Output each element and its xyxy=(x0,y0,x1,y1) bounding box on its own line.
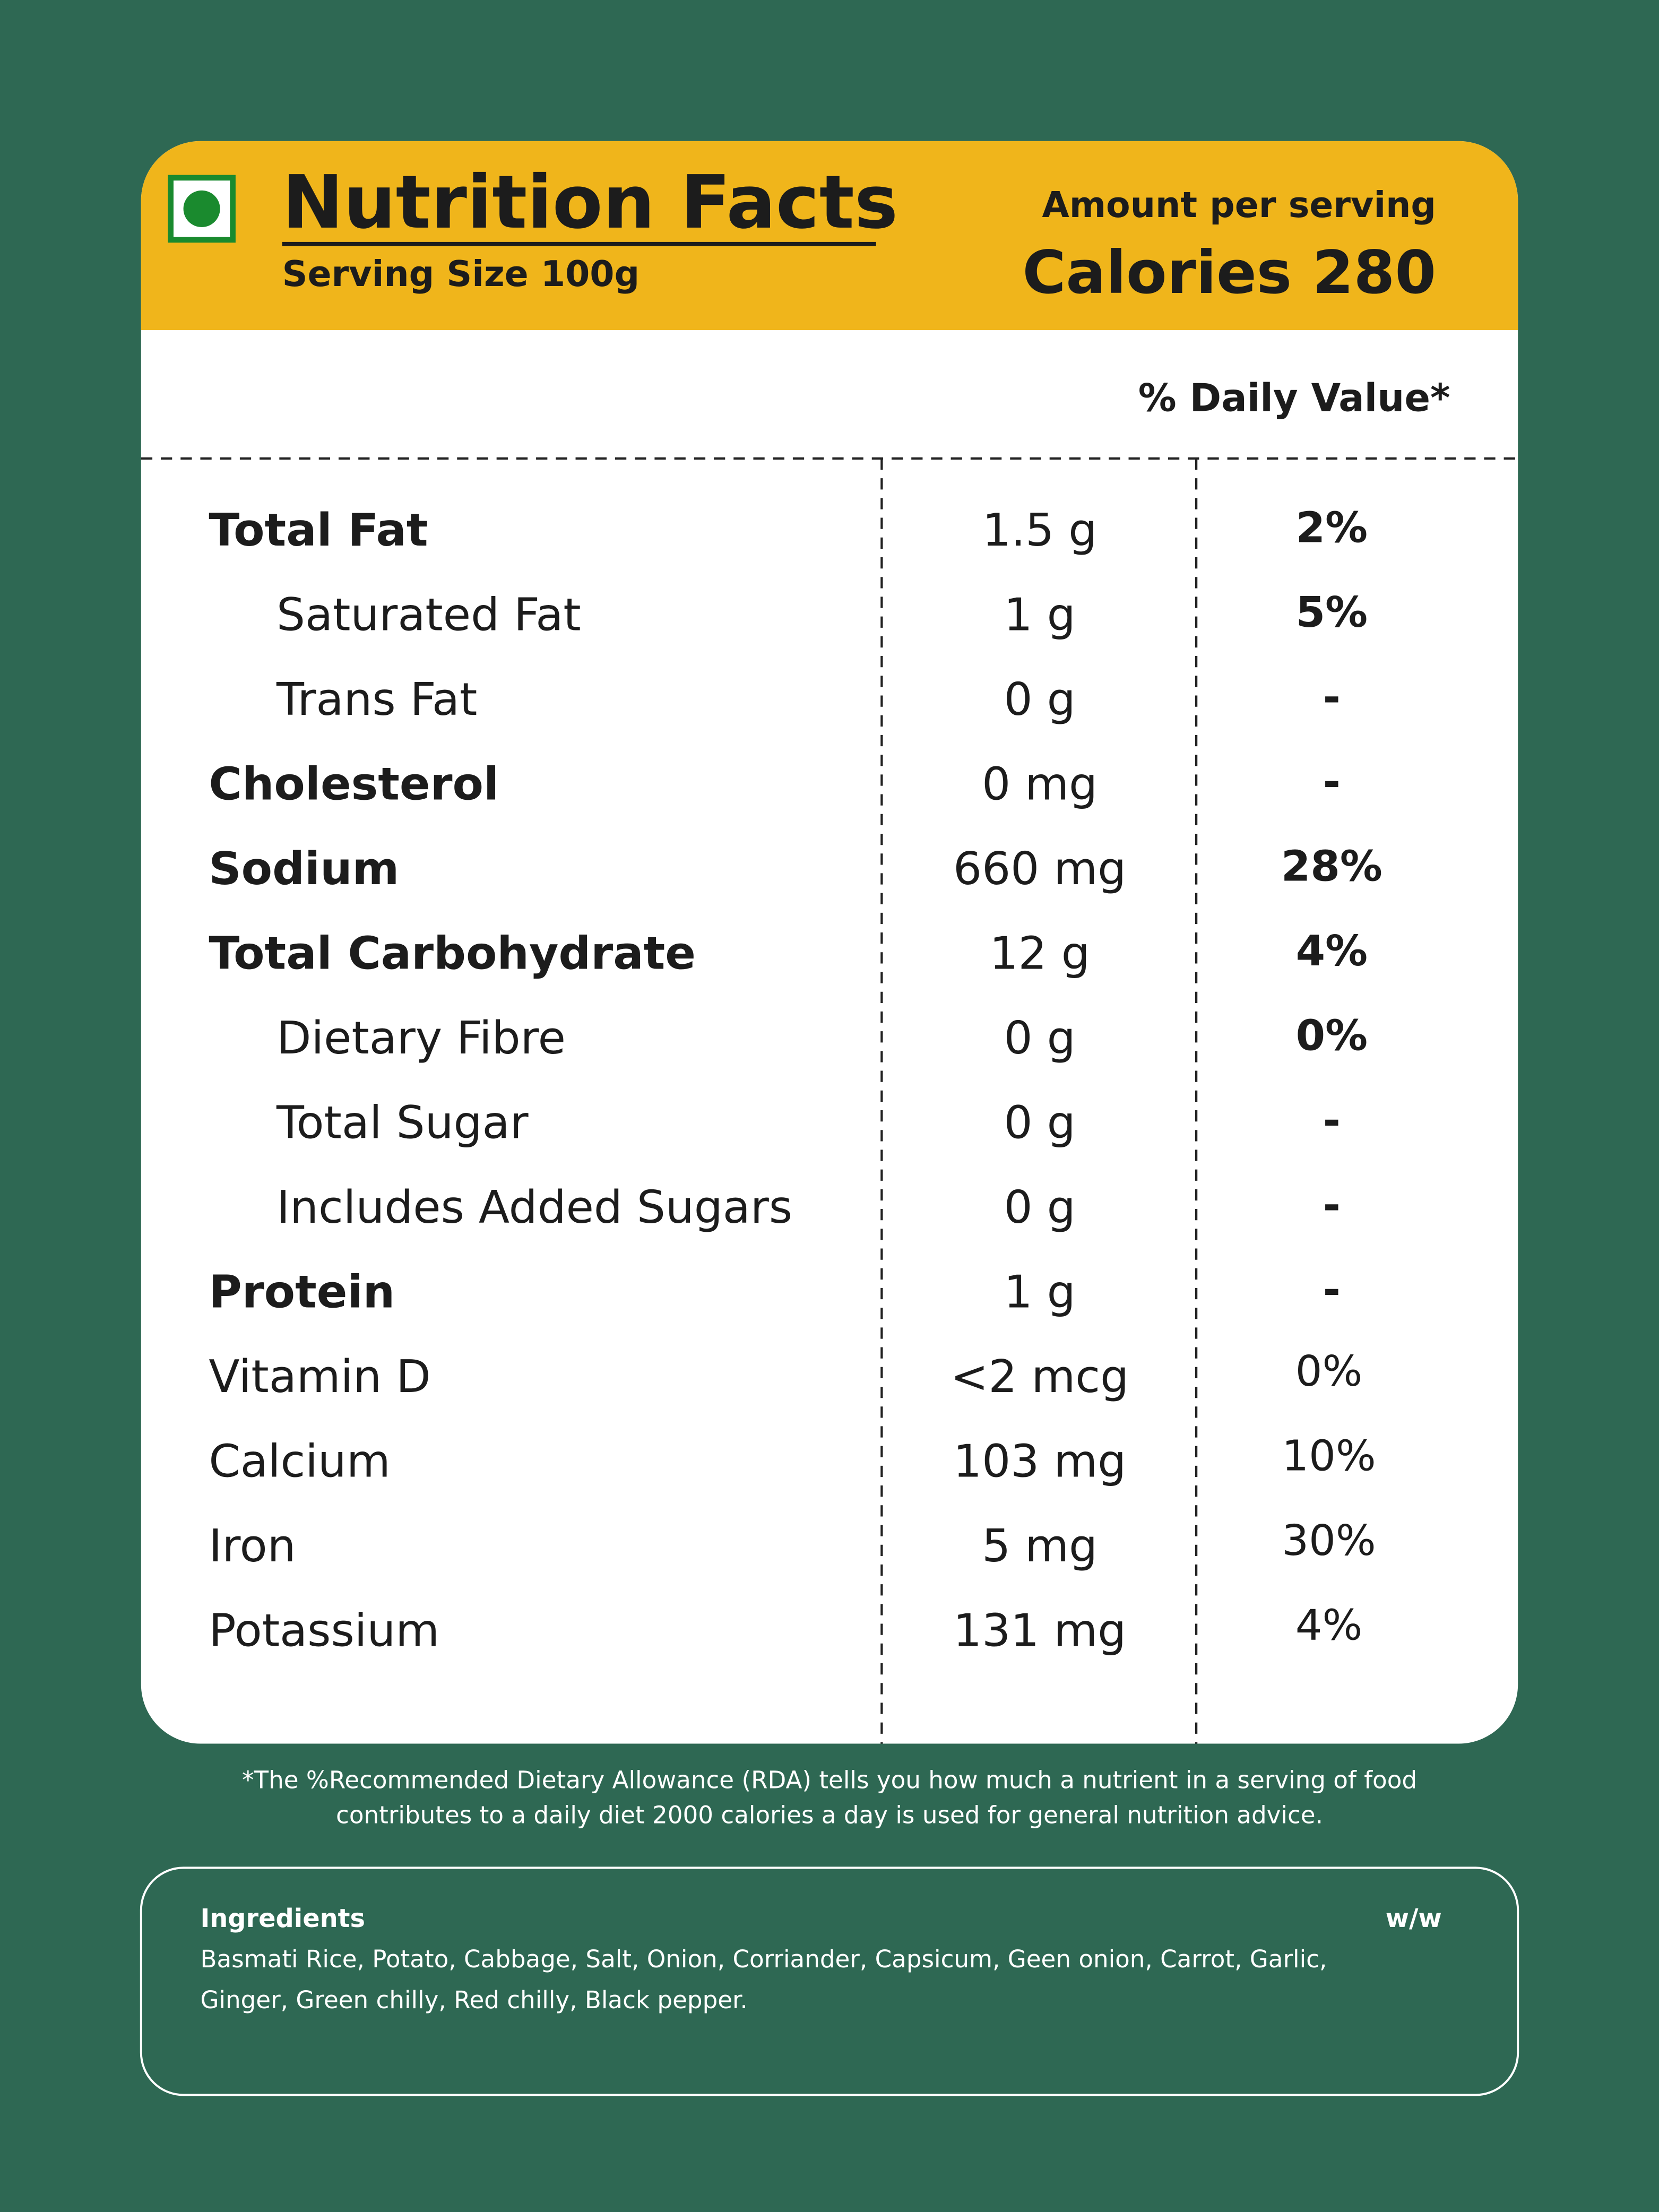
nutrient-name: Trans Fat xyxy=(276,673,477,726)
rows: Total Fat 1.5 g 2% Saturated Fat 1 g 5% Trans … xyxy=(209,503,1382,1657)
daily-value-heading: % Daily Value* xyxy=(1138,375,1450,420)
nutrient-daily-value: 5% xyxy=(1296,587,1368,637)
nutrient-name: Protein xyxy=(209,1266,395,1319)
vitamin-amount: 103 mg xyxy=(953,1436,1126,1488)
nutrient-amount: 1 g xyxy=(1004,1266,1075,1319)
ingredients-text: Ginger, Green chilly, Red chilly, Black … xyxy=(200,1986,747,2014)
nutrient-daily-value: - xyxy=(1323,1265,1341,1314)
nutrient-name: Total Fat xyxy=(209,504,428,557)
nutrient-name: Total Sugar xyxy=(276,1097,529,1150)
ingredients-unit: w/w xyxy=(1386,1904,1442,1933)
nutrient-daily-value: - xyxy=(1323,1180,1341,1229)
calories: Calories 280 xyxy=(1022,238,1436,307)
nutrient-daily-value: - xyxy=(1323,1095,1341,1145)
ingredients-heading: Ingredients xyxy=(200,1904,365,1933)
nutrient-amount: 0 g xyxy=(1004,1097,1075,1150)
vitamin-daily-value: 10% xyxy=(1282,1431,1376,1481)
nutrient-amount: 12 g xyxy=(989,928,1090,980)
vitamin-daily-value: 4% xyxy=(1295,1600,1362,1649)
vitamin-daily-value: 30% xyxy=(1282,1516,1376,1565)
vitamin-name: Vitamin D xyxy=(209,1351,430,1403)
ingredients-box xyxy=(140,1867,1519,2096)
nutrient-name: Includes Added Sugars xyxy=(276,1181,792,1234)
nutrient-name: Dietary Fibre xyxy=(276,1012,566,1065)
nutrient-daily-value: 2% xyxy=(1296,503,1368,552)
vitamin-daily-value: 0% xyxy=(1295,1346,1362,1396)
nutrient-name: Total Carbohydrate xyxy=(209,928,696,980)
nutrient-daily-value: 0% xyxy=(1296,1010,1368,1060)
nutrient-amount: 0 g xyxy=(1004,1181,1075,1234)
nutrient-amount: 1.5 g xyxy=(982,504,1097,557)
nutrient-daily-value: - xyxy=(1323,757,1341,806)
nutrient-daily-value: - xyxy=(1323,672,1341,721)
footnote: contributes to a daily diet 2000 calorie… xyxy=(336,1801,1323,1829)
nutrient-amount: 660 mg xyxy=(953,843,1126,895)
nutrient-amount: 1 g xyxy=(1004,589,1075,642)
nutrient-name: Sodium xyxy=(209,843,399,895)
vitamin-amount: 5 mg xyxy=(982,1520,1098,1572)
serving-size: Serving Size 100g xyxy=(282,253,640,295)
nutrient-daily-value: 28% xyxy=(1281,841,1382,891)
nutrient-name: Saturated Fat xyxy=(276,589,581,642)
nutrient-amount: 0 mg xyxy=(982,758,1098,811)
nutrient-name: Cholesterol xyxy=(209,758,499,811)
footnote: *The %Recommended Dietary Allowance (RDA… xyxy=(242,1766,1417,1794)
header-band xyxy=(141,141,1518,331)
nutrient-amount: 0 g xyxy=(1004,1012,1075,1065)
veg-dot xyxy=(183,190,220,227)
nutrient-amount: 0 g xyxy=(1004,673,1075,726)
vitamin-name: Iron xyxy=(209,1520,296,1572)
vitamin-name: Calcium xyxy=(209,1436,390,1488)
amount-per-serving: Amount per serving xyxy=(1042,184,1436,226)
vitamin-amount: <2 mcg xyxy=(951,1351,1129,1403)
nutrient-daily-value: 4% xyxy=(1296,926,1368,975)
card xyxy=(141,141,1518,1744)
vitamin-amount: 131 mg xyxy=(953,1605,1126,1657)
title: Nutrition Facts xyxy=(282,160,898,245)
ingredients-text: Basmati Rice, Potato, Cabbage, Salt, Oni… xyxy=(200,1945,1327,1973)
vitamin-name: Potassium xyxy=(209,1605,439,1657)
